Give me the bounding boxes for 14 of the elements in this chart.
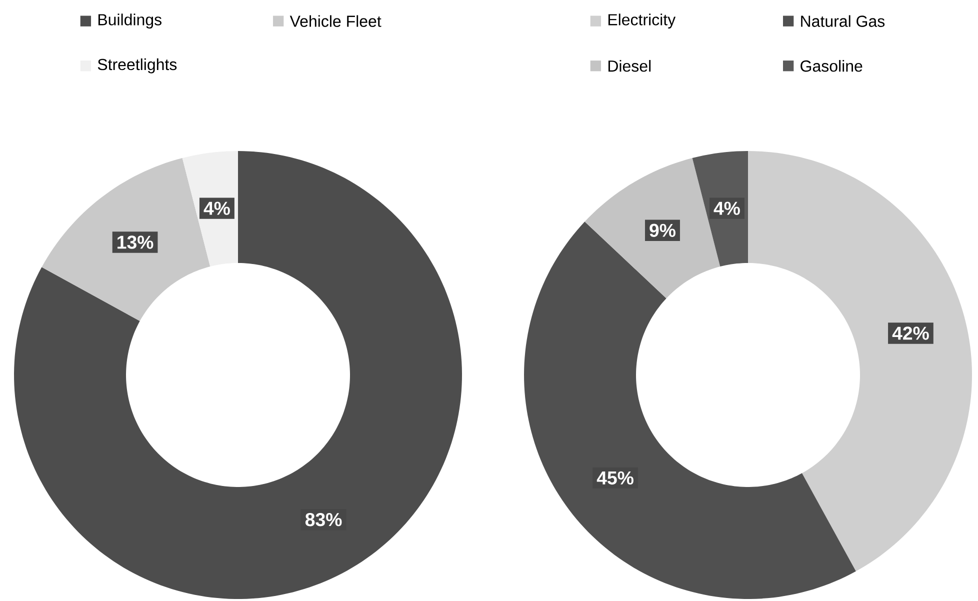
legend-label: Vehicle Fleet bbox=[290, 15, 382, 27]
legend-label: Electricity bbox=[608, 14, 676, 29]
legend-label: Diesel bbox=[608, 60, 651, 72]
legend-label: Buildings bbox=[98, 14, 162, 29]
data-label: 13% bbox=[118, 236, 154, 249]
data-label: 42% bbox=[892, 326, 929, 340]
legend-label: Gasoline bbox=[800, 60, 862, 72]
legend-label: Streetlights bbox=[98, 58, 177, 74]
data-label: 45% bbox=[596, 471, 634, 485]
data-label: 4% bbox=[714, 202, 740, 215]
data-label: 83% bbox=[305, 512, 342, 526]
data-label: 9% bbox=[650, 224, 676, 237]
legend-label: Natural Gas bbox=[801, 15, 885, 27]
data-label: 4% bbox=[204, 202, 230, 215]
